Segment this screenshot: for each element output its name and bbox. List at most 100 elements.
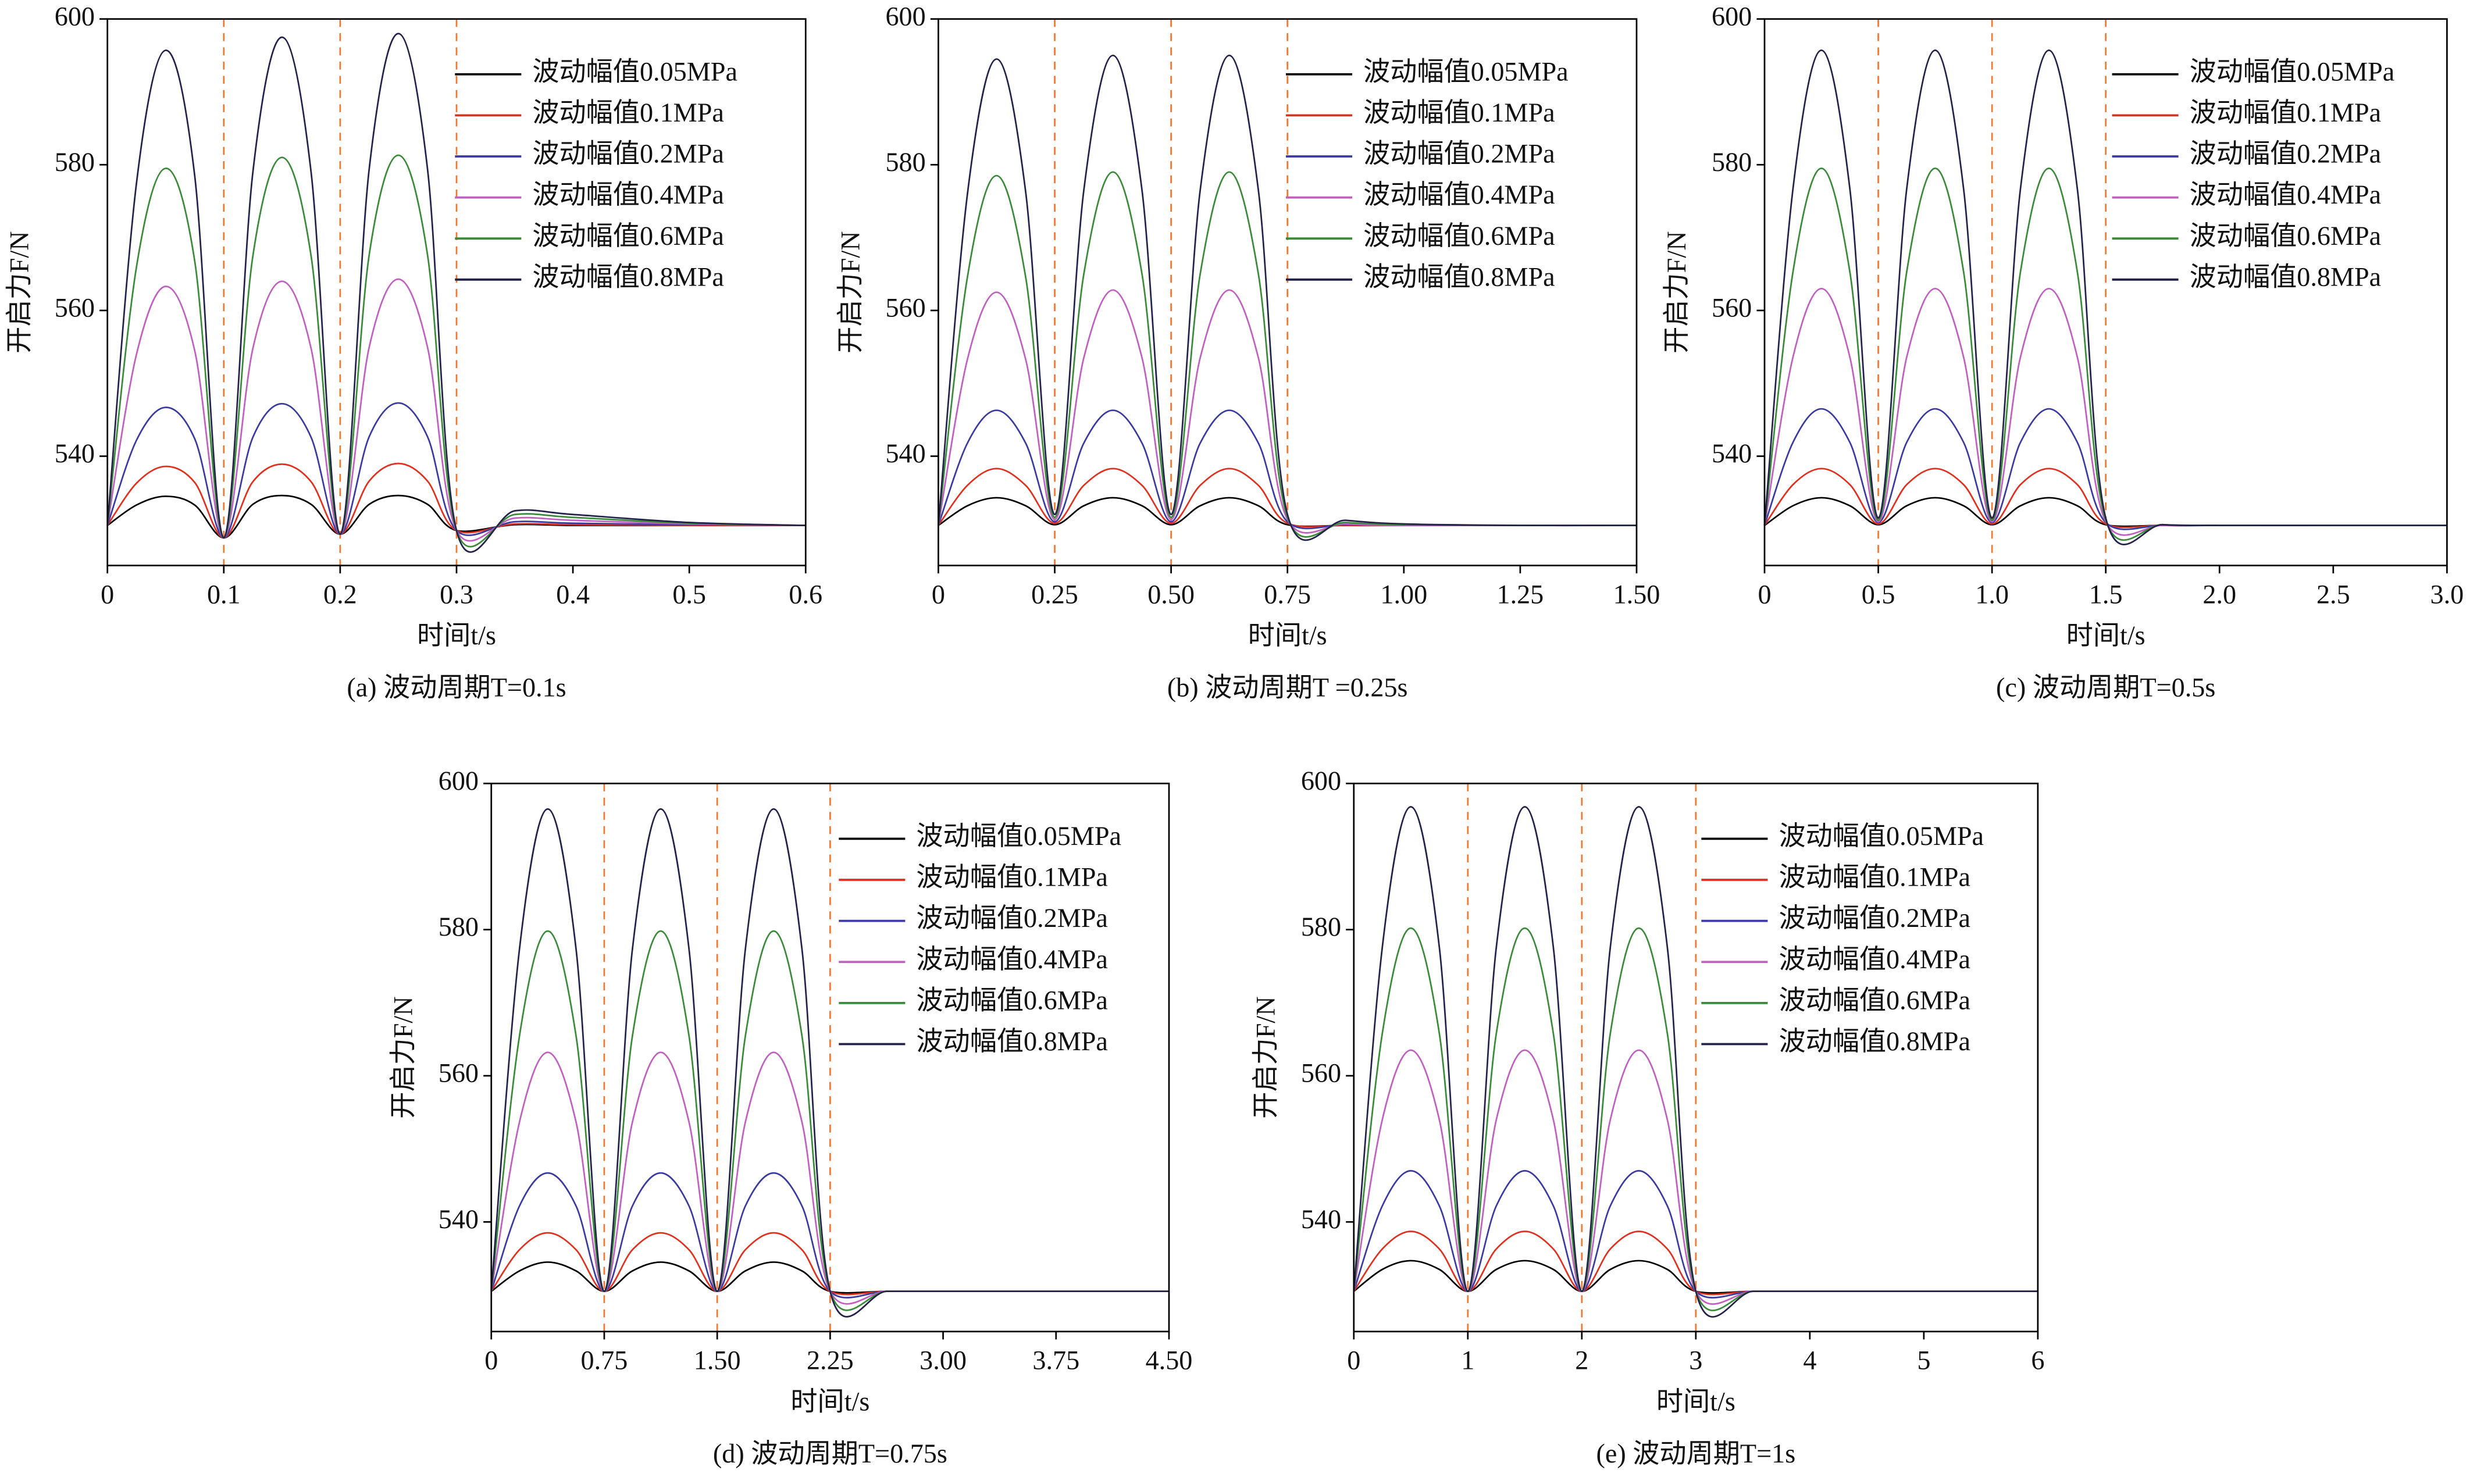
legend-label: 波动幅值0.4MPa	[916, 944, 1108, 974]
x-tick-label: 0.1	[207, 579, 241, 609]
y-axis-label: 开启力F/N	[389, 996, 418, 1118]
y-tick-label: 600	[55, 1, 95, 31]
x-tick-label: 1.0	[1975, 579, 2009, 609]
legend-label: 波动幅值0.05MPa	[2190, 56, 2395, 86]
series-line	[106, 278, 806, 542]
x-axis-label: 时间t/s	[417, 620, 496, 650]
x-tick-label: 0.5	[672, 579, 706, 609]
legend-label: 波动幅值0.05MPa	[532, 56, 737, 86]
x-axis-label: 时间t/s	[2066, 620, 2145, 650]
series-line	[490, 930, 1169, 1311]
legend-label: 波动幅值0.2MPa	[2190, 139, 2382, 169]
y-tick-label: 540	[1712, 438, 1752, 468]
legend-label: 波动幅值0.1MPa	[2190, 98, 2382, 127]
y-axis-label: 开启力F/N	[1662, 231, 1691, 353]
x-tick-label: 2.0	[2202, 579, 2236, 609]
legend-label: 波动幅值0.4MPa	[1363, 180, 1555, 209]
subplot-caption: (b) 波动周期T =0.25s	[1167, 673, 1408, 702]
y-tick-label: 560	[1712, 292, 1752, 322]
legend-label: 波动幅值0.1MPa	[532, 98, 724, 127]
x-tick-label: 0	[1758, 579, 1771, 609]
x-tick-label: 2	[1575, 1346, 1588, 1375]
legend-label: 波动幅值0.8MPa	[2190, 262, 2382, 291]
x-tick-label: 0.75	[581, 1346, 628, 1375]
y-tick-label: 540	[55, 438, 95, 468]
series-line	[938, 171, 1637, 538]
x-tick-label: 0.5	[1862, 579, 1895, 609]
series-line	[1353, 927, 2038, 1311]
legend-label: 波动幅值0.2MPa	[1363, 139, 1555, 169]
y-tick-label: 540	[439, 1204, 479, 1234]
subplot: 540 560 580 600 0 1 2 3 4 5 6 时间t/s 开启力F/N (e) 波动周期T=…	[1251, 766, 2045, 1468]
legend-label: 波动幅值0.6MPa	[532, 221, 724, 251]
y-tick-label: 600	[1301, 766, 1341, 795]
y-tick-label: 560	[885, 292, 925, 322]
legend-label: 波动幅值0.1MPa	[1779, 862, 1970, 892]
legend-label: 波动幅值0.4MPa	[1779, 944, 1970, 974]
legend-label: 波动幅值0.6MPa	[916, 985, 1108, 1015]
y-axis-label: 开启力F/N	[1251, 996, 1281, 1118]
subplot-caption: (e) 波动周期T=1s	[1596, 1439, 1796, 1468]
x-tick-label: 0	[932, 579, 945, 609]
y-tick-label: 540	[885, 438, 925, 468]
x-tick-label: 0.2	[323, 579, 357, 609]
legend-label: 波动幅值0.8MPa	[1779, 1026, 1970, 1056]
series-line	[1353, 806, 2038, 1318]
x-tick-label: 0	[1347, 1346, 1360, 1375]
legend-label: 波动幅值0.2MPa	[1779, 903, 1970, 933]
series-line	[106, 402, 806, 539]
legend-label: 波动幅值0.8MPa	[532, 262, 724, 291]
legend-label: 波动幅值0.6MPa	[2190, 221, 2382, 251]
x-tick-label: 0.3	[440, 579, 473, 609]
legend-label: 波动幅值0.05MPa	[916, 821, 1121, 851]
y-tick-label: 580	[439, 912, 479, 941]
x-tick-label: 5	[1917, 1346, 1930, 1375]
y-tick-label: 580	[885, 147, 925, 177]
x-tick-label: 3.0	[2430, 579, 2464, 609]
y-tick-label: 580	[1712, 147, 1752, 177]
subplot-caption: (a) 波动周期T=0.1s	[347, 673, 566, 702]
legend-label: 波动幅值0.2MPa	[916, 903, 1108, 933]
legend-label: 波动幅值0.05MPa	[1363, 56, 1569, 86]
series-line	[106, 33, 806, 553]
x-tick-label: 0.25	[1031, 579, 1078, 609]
x-tick-label: 1.00	[1380, 579, 1427, 609]
x-tick-label: 3	[1689, 1346, 1702, 1375]
series-line	[106, 462, 806, 539]
y-tick-label: 560	[55, 292, 95, 322]
y-tick-label: 600	[885, 1, 925, 31]
y-tick-label: 560	[1301, 1058, 1341, 1088]
subplot: 540 560 580 600 0 0.25 0.50 0.75 1.00 1.25 1.50 时间t…	[835, 1, 1660, 702]
x-tick-label: 6	[2031, 1346, 2044, 1375]
legend-label: 波动幅值0.4MPa	[2190, 180, 2382, 209]
subplot: 540 560 580 600 0 0.1 0.2 0.3 0.4 0.5 0.6 时间t/s 开启力F…	[5, 1, 822, 702]
legend-label: 波动幅值0.6MPa	[1779, 985, 1970, 1015]
x-tick-label: 0.50	[1147, 579, 1195, 609]
series-line	[938, 289, 1637, 534]
y-tick-label: 540	[1301, 1204, 1341, 1234]
x-tick-label: 2.5	[2316, 579, 2350, 609]
x-axis-label: 时间t/s	[1248, 620, 1327, 650]
x-axis-label: 时间t/s	[1656, 1386, 1735, 1416]
x-tick-label: 0	[101, 579, 114, 609]
x-tick-label: 0.75	[1264, 579, 1311, 609]
series-line	[1763, 49, 2447, 545]
x-tick-label: 4.50	[1146, 1346, 1193, 1375]
x-tick-label: 0.6	[789, 579, 822, 609]
x-tick-label: 4	[1803, 1346, 1816, 1375]
y-tick-label: 600	[439, 766, 479, 795]
x-tick-label: 1	[1461, 1346, 1474, 1375]
x-tick-label: 1.50	[1613, 579, 1660, 609]
series-line	[1763, 167, 2447, 541]
x-tick-label: 1.50	[694, 1346, 741, 1375]
series-line	[106, 154, 806, 548]
x-axis-label: 时间t/s	[790, 1386, 869, 1416]
x-tick-label: 0.4	[556, 579, 590, 609]
y-tick-label: 580	[1301, 912, 1341, 941]
x-tick-label: 0	[484, 1346, 498, 1375]
legend-label: 波动幅值0.8MPa	[1363, 262, 1555, 291]
y-axis-label: 开启力F/N	[835, 231, 865, 353]
x-tick-label: 3.75	[1032, 1346, 1079, 1375]
